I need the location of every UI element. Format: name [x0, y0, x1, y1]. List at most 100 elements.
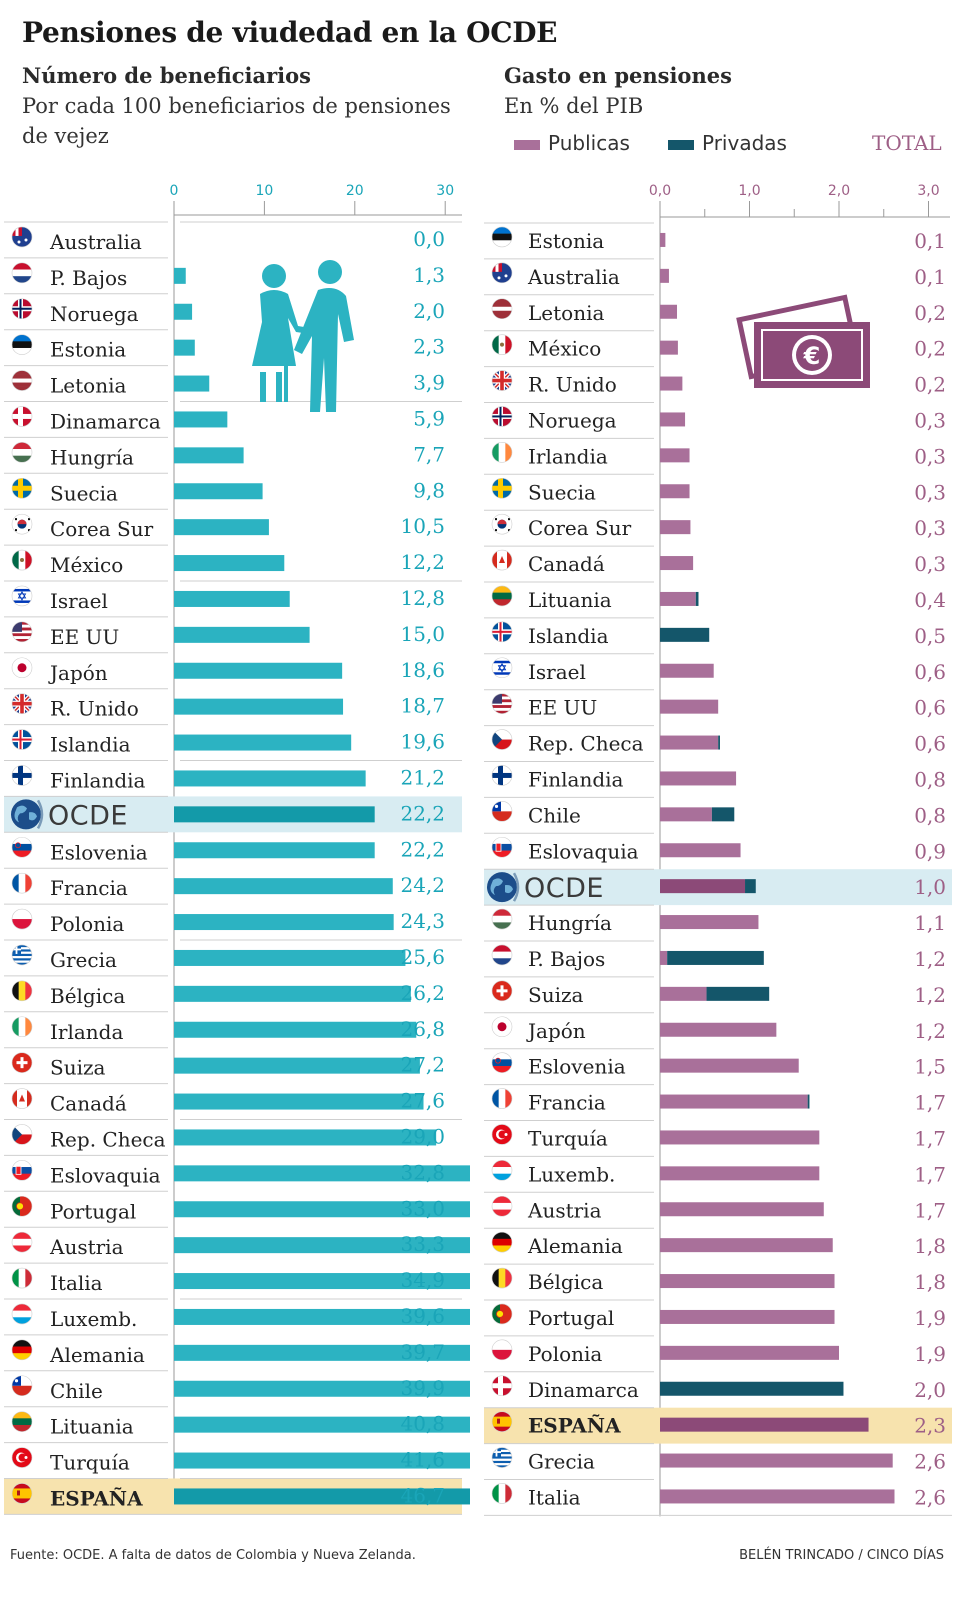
left-bar-lituania [174, 1416, 470, 1433]
flag-portugal-icon [491, 1303, 513, 1325]
left-label-dinamarca: Dinamarca [50, 409, 161, 433]
right-total-suiza: 1,2 [914, 983, 946, 1007]
credit-line: BELÉN TRINCADO / CINCO DÍAS [739, 1548, 944, 1563]
left-label-chile: Chile [50, 1379, 103, 1403]
flag-dinamarca-icon [491, 1375, 513, 1397]
flag-canada-icon [491, 549, 513, 571]
left-bar-belgica [174, 985, 411, 1002]
right-label-portugal: Portugal [528, 1306, 614, 1330]
left-row-grecia: Grecia 25,6 [4, 939, 462, 972]
flag-israel-icon [11, 585, 33, 607]
right-row-ocde: OCDE 1,0 [484, 868, 946, 904]
legend-private-label: Privadas [702, 131, 787, 155]
right-label-italia: Italia [528, 1485, 581, 1509]
right-bar-public-japon [660, 1022, 777, 1037]
left-bar-islandia [174, 734, 352, 751]
right-xtick-1-0: 1,0 [738, 183, 760, 199]
left-value-suiza: 27,2 [400, 1053, 445, 1077]
right-row-grecia: Grecia 2,6 [484, 1443, 946, 1474]
left-bar-turquia [174, 1452, 470, 1469]
flag-lituania-icon [11, 1411, 33, 1432]
right-bar-public-rep-checa [660, 735, 719, 750]
flag-suecia-icon [11, 477, 33, 499]
left-value-francia: 24,2 [400, 873, 445, 897]
left-label-finlandia: Finlandia [50, 768, 146, 792]
right-row-eslovaquia: Eslovaquia 0,9 [484, 832, 946, 863]
right-total-ee-uu: 0,6 [914, 696, 946, 720]
right-label-p-bajos: P. Bajos [528, 947, 605, 971]
left-bar-italia [174, 1273, 470, 1290]
right-label-hungria: Hungría [528, 911, 612, 935]
flag-eslovenia-icon [11, 836, 33, 858]
legend-public-label: Publicas [548, 131, 630, 155]
left-value-islandia: 19,6 [400, 730, 445, 754]
left-label-ee-uu: EE UU [50, 625, 119, 649]
right-ocde-label: OCDE [524, 873, 604, 904]
right-row-ee-uu: EE UU 0,6 [484, 689, 946, 720]
left-heading: Número de beneficiarios [22, 63, 311, 88]
left-row-noruega: Noruega 2,0 [4, 293, 445, 326]
left-row-ocde: OCDE 22,2 [4, 795, 445, 831]
right-total-austria: 1,7 [914, 1198, 946, 1222]
right-total-finlandia: 0,8 [914, 767, 946, 791]
flag-p-bajos-icon [491, 944, 513, 966]
left-label-irlanda: Irlanda [50, 1020, 123, 1044]
right-row-chile: Chile 0,8 [484, 796, 946, 827]
left-row-suiza: Suiza 27,2 [4, 1047, 445, 1080]
left-label-luxemb: Luxemb. [50, 1307, 137, 1331]
left-label-islandia: Islandia [50, 733, 131, 757]
right-total-letonia: 0,2 [914, 301, 946, 325]
right-label-belgica: Bélgica [528, 1270, 603, 1294]
flag-espana-icon [491, 1411, 513, 1432]
left-row-eslovenia: Eslovenia 22,2 [4, 831, 445, 864]
flag-suiza-icon [11, 1052, 33, 1073]
flag-letonia-icon [11, 370, 33, 391]
right-label-francia: Francia [528, 1091, 606, 1115]
right-total-estonia: 0,1 [914, 229, 946, 253]
flag-portugal-icon [11, 1195, 33, 1217]
right-bar-public-letonia [660, 304, 678, 319]
left-value-belgica: 26,2 [400, 981, 445, 1005]
right-row-italia: Italia 2,6 [484, 1479, 946, 1509]
flag-polonia-icon [491, 1339, 513, 1361]
right-row-p-bajos: P. Bajos 1,2 [484, 940, 946, 971]
left-value-finlandia: 21,2 [400, 765, 445, 789]
right-total-suecia: 0,3 [914, 480, 946, 504]
flag-eslovaquia-icon [491, 836, 513, 858]
left-row-hungria: Hungría 7,7 [4, 436, 445, 469]
left-bar-luxemb [174, 1308, 470, 1325]
left-label-belgica: Bélgica [50, 984, 125, 1008]
right-label-letonia: Letonia [528, 301, 604, 325]
right-total-australia: 0,1 [914, 265, 946, 289]
left-value-dinamarca: 5,9 [413, 406, 445, 430]
right-row-turquia: Turquía 1,7 [484, 1120, 946, 1150]
flag-israel-icon [491, 657, 513, 679]
left-xtick-0: 0 [170, 183, 179, 199]
left-label-r-unido: R. Unido [50, 697, 139, 721]
right-total-dinamarca: 2,0 [914, 1378, 946, 1402]
left-bar-dinamarca [174, 411, 228, 428]
left-bar-r-unido [174, 698, 344, 715]
left-row-letonia: Letonia 3,9 [4, 365, 445, 398]
left-bar-suecia [174, 483, 263, 500]
flag-suecia-icon [491, 477, 513, 499]
left-row-austria: Austria 33,3 [4, 1226, 470, 1259]
flag-japon-icon [491, 1016, 513, 1038]
right-total-espana: 2,3 [914, 1414, 946, 1438]
legend-private: Privadas [668, 131, 787, 155]
right-label-chile: Chile [528, 803, 581, 827]
right-bar-public-espana [660, 1417, 869, 1432]
right-row-noruega: Noruega 0,3 [484, 402, 946, 432]
left-bar-corea-sur [174, 519, 269, 536]
left-value-eslovaquia: 32,8 [400, 1160, 445, 1184]
flag-alemania-icon [11, 1339, 33, 1361]
right-total-francia: 1,7 [914, 1091, 946, 1115]
left-value-austria: 33,3 [400, 1232, 445, 1256]
left-bar-austria [174, 1237, 470, 1254]
right-row-r-unido: R. Unido 0,2 [484, 366, 946, 397]
right-total-grecia: 2,6 [914, 1450, 946, 1474]
left-label-italia: Italia [50, 1271, 103, 1295]
flag-japon-icon [11, 657, 33, 679]
left-value-hungria: 7,7 [413, 442, 445, 466]
left-label-japon: Japón [48, 661, 108, 685]
